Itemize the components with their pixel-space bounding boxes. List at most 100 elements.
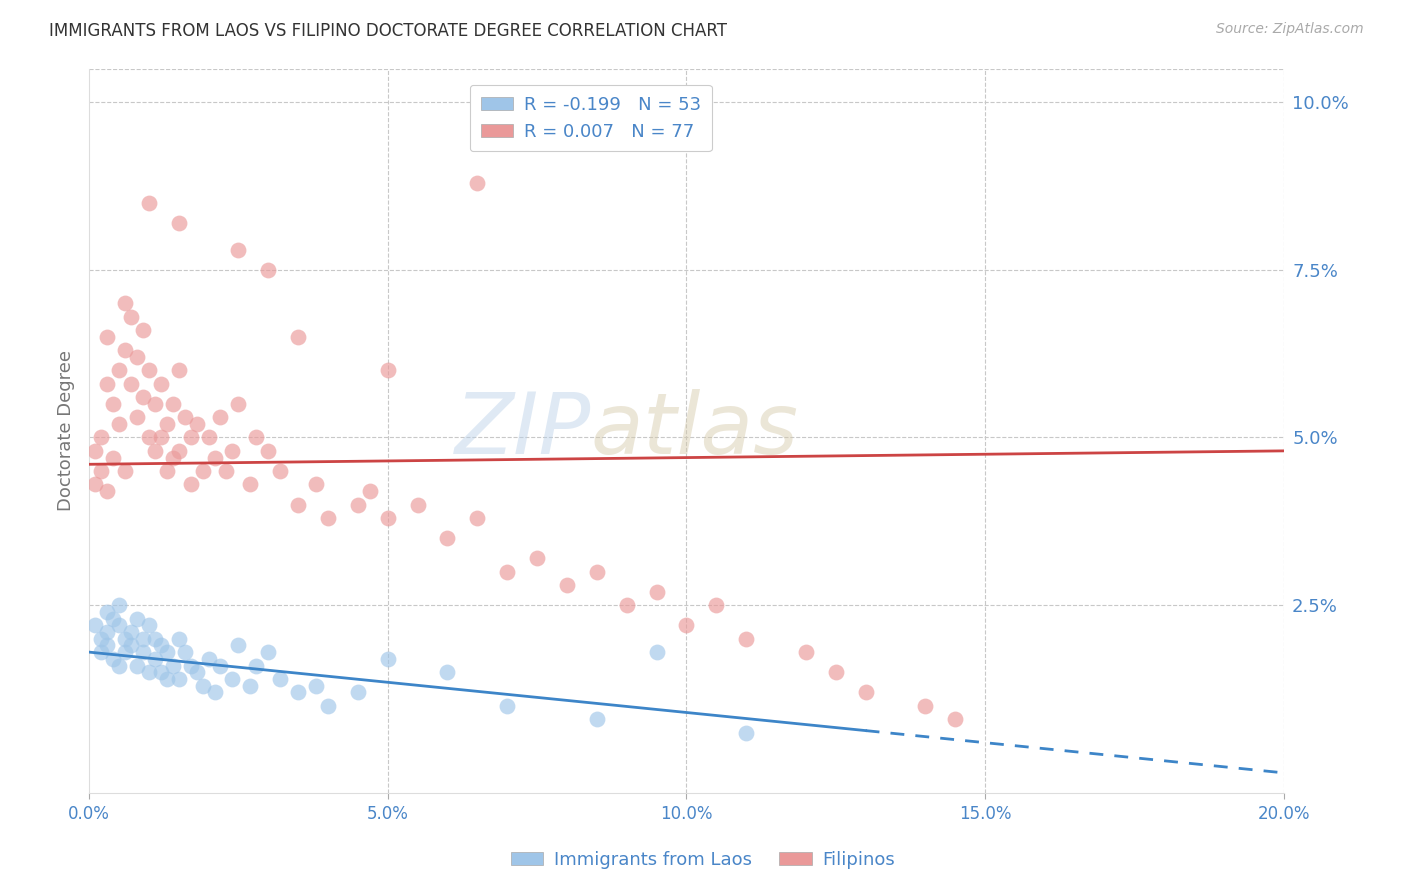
Point bbox=[555, 578, 578, 592]
Point bbox=[197, 430, 219, 444]
Point bbox=[84, 443, 107, 458]
Point bbox=[162, 397, 184, 411]
Point bbox=[257, 262, 280, 277]
Point bbox=[114, 632, 136, 646]
Point bbox=[180, 430, 202, 444]
Point bbox=[90, 632, 112, 646]
Point bbox=[143, 652, 166, 666]
Point bbox=[245, 658, 267, 673]
Point bbox=[239, 477, 262, 491]
Point bbox=[132, 323, 155, 337]
Point bbox=[120, 376, 142, 391]
Point bbox=[149, 430, 172, 444]
Point bbox=[191, 464, 214, 478]
Point bbox=[704, 598, 727, 612]
Point bbox=[120, 310, 142, 324]
Point bbox=[269, 464, 291, 478]
Point bbox=[359, 484, 381, 499]
Point bbox=[347, 498, 370, 512]
Point bbox=[465, 511, 488, 525]
Point bbox=[180, 658, 202, 673]
Point bbox=[101, 611, 124, 625]
Point bbox=[156, 417, 179, 431]
Point bbox=[209, 658, 232, 673]
Point bbox=[204, 450, 226, 465]
Point bbox=[305, 679, 328, 693]
Point bbox=[675, 618, 697, 632]
Point bbox=[108, 598, 131, 612]
Point bbox=[120, 625, 142, 640]
Point bbox=[465, 176, 488, 190]
Point bbox=[96, 484, 118, 499]
Point bbox=[645, 645, 668, 659]
Point bbox=[186, 417, 208, 431]
Point bbox=[257, 645, 280, 659]
Point bbox=[125, 350, 148, 364]
Point bbox=[101, 652, 124, 666]
Text: ZIP: ZIP bbox=[454, 389, 591, 472]
Point bbox=[173, 645, 195, 659]
Point bbox=[855, 685, 877, 699]
Point bbox=[914, 698, 936, 713]
Point bbox=[108, 363, 131, 377]
Point bbox=[162, 658, 184, 673]
Point bbox=[257, 443, 280, 458]
Legend: R = -0.199   N = 53, R = 0.007   N = 77: R = -0.199 N = 53, R = 0.007 N = 77 bbox=[470, 85, 711, 152]
Point bbox=[114, 343, 136, 358]
Point bbox=[120, 639, 142, 653]
Point bbox=[305, 477, 328, 491]
Point bbox=[114, 464, 136, 478]
Point bbox=[221, 672, 243, 686]
Point bbox=[204, 685, 226, 699]
Point bbox=[436, 531, 458, 545]
Point bbox=[162, 450, 184, 465]
Point bbox=[197, 652, 219, 666]
Point bbox=[167, 363, 190, 377]
Point bbox=[228, 639, 250, 653]
Point bbox=[228, 243, 250, 257]
Point bbox=[406, 498, 429, 512]
Point bbox=[132, 645, 155, 659]
Point bbox=[138, 195, 160, 210]
Point bbox=[96, 330, 118, 344]
Point bbox=[138, 618, 160, 632]
Point bbox=[132, 632, 155, 646]
Point bbox=[616, 598, 638, 612]
Point bbox=[287, 498, 309, 512]
Point bbox=[114, 645, 136, 659]
Point bbox=[96, 605, 118, 619]
Point bbox=[90, 645, 112, 659]
Point bbox=[167, 632, 190, 646]
Point bbox=[377, 363, 399, 377]
Point bbox=[84, 618, 107, 632]
Point bbox=[209, 410, 232, 425]
Point bbox=[143, 443, 166, 458]
Point bbox=[496, 698, 519, 713]
Text: atlas: atlas bbox=[591, 389, 799, 472]
Point bbox=[287, 685, 309, 699]
Point bbox=[245, 430, 267, 444]
Point bbox=[149, 376, 172, 391]
Point bbox=[735, 632, 758, 646]
Point bbox=[645, 584, 668, 599]
Point bbox=[101, 397, 124, 411]
Point bbox=[149, 639, 172, 653]
Point bbox=[167, 216, 190, 230]
Point bbox=[108, 417, 131, 431]
Text: Source: ZipAtlas.com: Source: ZipAtlas.com bbox=[1216, 22, 1364, 37]
Point bbox=[186, 665, 208, 680]
Point bbox=[215, 464, 238, 478]
Point bbox=[167, 672, 190, 686]
Point bbox=[167, 443, 190, 458]
Point bbox=[125, 658, 148, 673]
Point bbox=[156, 645, 179, 659]
Point bbox=[585, 565, 607, 579]
Point bbox=[287, 330, 309, 344]
Point bbox=[347, 685, 370, 699]
Point bbox=[239, 679, 262, 693]
Point bbox=[96, 376, 118, 391]
Point bbox=[96, 625, 118, 640]
Point bbox=[316, 511, 339, 525]
Point bbox=[228, 397, 250, 411]
Point bbox=[316, 698, 339, 713]
